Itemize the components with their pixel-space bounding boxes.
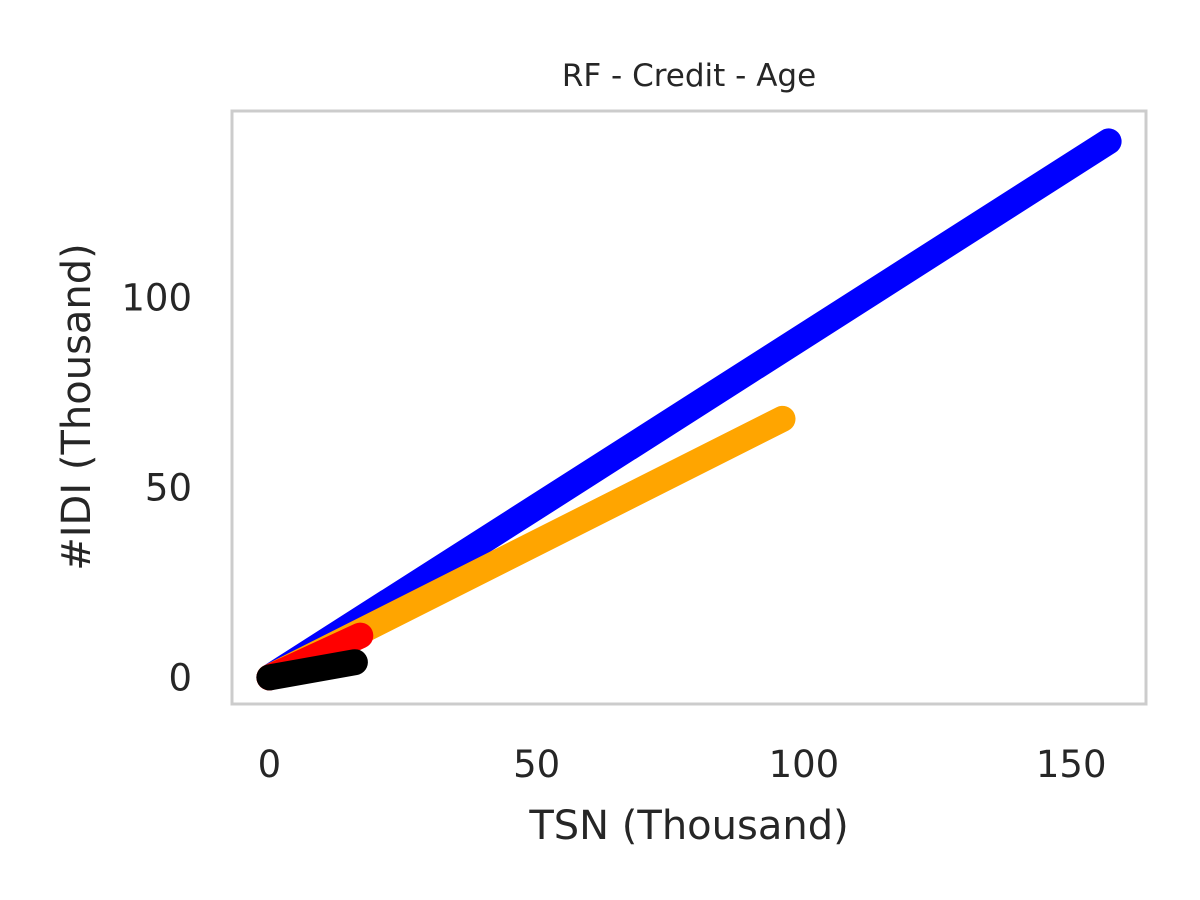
x-axis-ticks: 0 50 100 150 [258, 743, 1107, 786]
y-axis-ticks: 0 50 100 [121, 276, 192, 699]
x-tick-label: 100 [769, 743, 840, 786]
chart-title: RF - Credit - Age [562, 58, 816, 94]
plot-area [256, 128, 1122, 691]
y-axis-label: #IDI (Thousand) [54, 243, 100, 571]
y-tick-label: 0 [168, 656, 192, 699]
x-tick-label: 150 [1036, 743, 1107, 786]
x-tick-label: 50 [513, 743, 560, 786]
x-axis-label: TSN (Thousand) [528, 803, 848, 849]
series-line-4 [256, 649, 368, 691]
series-line-1 [256, 128, 1122, 691]
y-tick-label: 50 [145, 466, 192, 509]
x-tick-label: 0 [258, 743, 282, 786]
y-tick-label: 100 [121, 276, 192, 319]
plot-frame [230, 109, 1148, 706]
